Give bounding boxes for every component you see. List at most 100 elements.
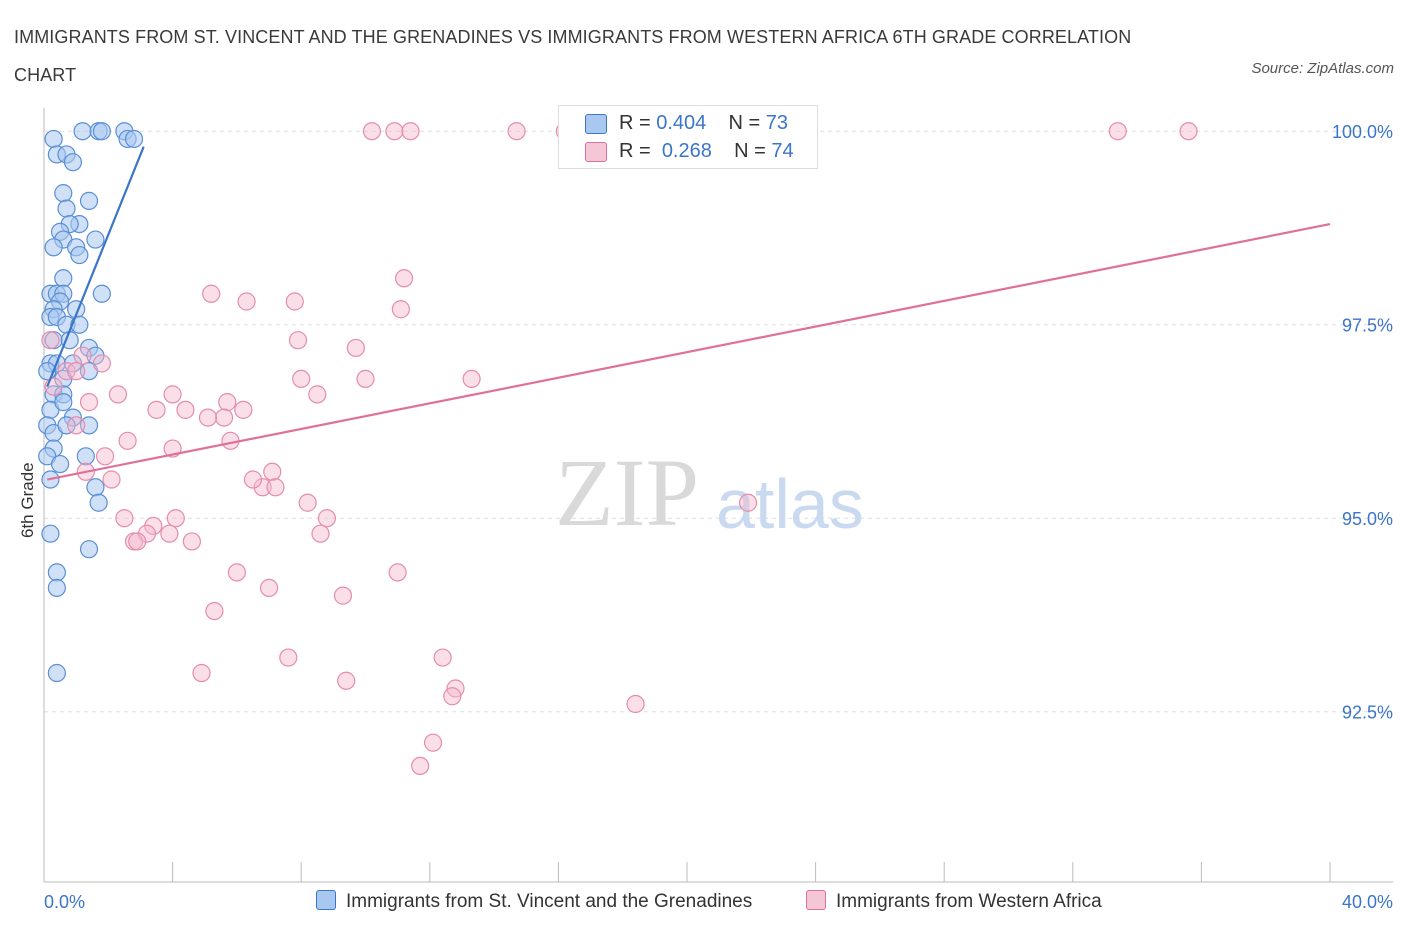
point-pink [507,122,526,141]
point-pink [288,331,308,350]
point-pink [385,122,404,141]
point-pink [462,369,481,388]
point-pink [67,362,86,381]
point-pink [182,532,201,551]
trend-lines [46,146,1331,481]
point-pink [218,393,237,412]
point-pink [394,269,414,288]
legend-blue-r-value: 0.404 [656,112,707,134]
point-pink [1179,122,1198,141]
point-blue [47,663,66,683]
y-tick-label: 92.5% [1342,703,1393,723]
legend-blue-n-label: N = [728,112,761,134]
source-label: Source: ZipAtlas.com [1251,60,1394,77]
point-blue [70,315,89,334]
point-pink [147,400,166,419]
point-pink [308,385,327,404]
series-legend-swatch-blue [316,890,336,910]
point-pink [202,284,221,303]
point-pink [356,369,375,388]
point-pink [362,122,382,141]
point-pink [317,509,337,528]
point-pink [333,586,353,605]
series-legend-pink: Immigrants from Western Africa [806,890,1102,913]
legend-pink-r-label: R = [619,140,651,162]
point-blue [44,129,63,149]
y-tick-labels: 92.5% 95.0% 97.5% 100.0% [1332,122,1393,723]
point-blue [41,524,60,543]
point-blue [86,478,105,497]
point-blue [57,416,76,435]
point-pink [160,524,179,543]
data-points [38,122,1198,776]
point-pink [423,733,443,752]
point-pink [433,648,452,667]
point-pink [176,400,195,419]
point-pink [243,470,263,489]
point-pink [198,408,218,427]
series-legend-swatch-pink [806,890,826,910]
chart-title: IMMIGRANTS FROM ST. VINCENT AND THE GREN… [14,27,1132,85]
legend-pink-n-label: N = [734,140,766,162]
point-blue [44,238,63,257]
point-pink [108,385,128,404]
point-pink [57,362,76,381]
point-pink [92,354,111,373]
point-pink [443,687,462,706]
point-pink [411,756,430,776]
point-pink [237,292,256,311]
legend-pink-n-value: 74 [771,140,794,162]
point-blue [47,563,66,582]
point-pink [95,447,115,466]
point-blue [79,416,99,435]
x-tick-label-min: 0.0% [44,892,85,912]
x-tick-label-max: 40.0% [1342,892,1393,912]
series-legend-label-blue: Immigrants from St. Vincent and the Gren… [346,891,753,912]
point-pink [337,671,356,690]
y-axis-label: 6th Grade [18,462,37,538]
point-pink [227,563,246,582]
grid-lines [44,130,1393,713]
y-tick-label: 95.0% [1342,509,1393,529]
trend-line-pink [47,223,1331,481]
point-blue [86,230,105,249]
legend-blue-n-value: 73 [765,112,789,134]
point-pink [266,478,285,497]
watermark-atlas: atlas [716,465,864,543]
point-blue [70,245,89,265]
point-pink [115,509,134,528]
point-pink [234,400,253,419]
trend-line-blue [46,146,145,388]
point-blue [79,191,99,210]
point-pink [1108,122,1127,141]
point-pink [626,694,645,714]
point-pink [259,578,279,597]
point-pink [128,532,147,551]
point-pink [41,331,60,350]
point-blue [89,493,108,512]
y-tick-label: 97.5% [1342,316,1393,336]
point-pink [285,292,304,311]
point-blue [92,122,111,141]
point-blue [47,578,66,597]
point-pink [253,478,272,497]
point-pink [263,462,282,481]
point-pink [166,509,185,528]
point-pink [388,563,407,582]
point-pink [738,493,758,512]
point-pink [401,122,420,141]
legend-swatch-pink [585,142,607,162]
legend-swatch-blue [585,114,607,134]
point-pink [279,648,298,667]
legend-pink-r-value: 0.268 [661,140,712,162]
point-blue [54,393,73,412]
point-pink [346,338,365,358]
stats-legend: R = 0.404 N = 73 R = 0.268 N = 74 [558,105,818,169]
point-pink [292,369,311,388]
point-pink [67,416,86,435]
series-legend-blue: Immigrants from St. Vincent and the Gren… [316,890,752,913]
point-pink [102,470,121,489]
point-blue [54,184,73,203]
point-pink [298,493,317,512]
